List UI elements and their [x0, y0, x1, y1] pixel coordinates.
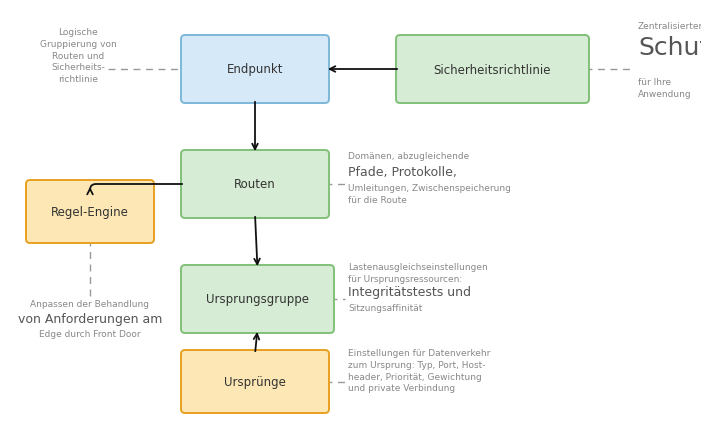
Text: Schutz: Schutz [638, 36, 701, 60]
Text: Edge durch Front Door: Edge durch Front Door [39, 329, 141, 338]
Text: Integritätstests und: Integritätstests und [348, 286, 471, 298]
Text: Routen: Routen [234, 178, 276, 191]
FancyBboxPatch shape [181, 150, 329, 218]
FancyBboxPatch shape [181, 350, 329, 413]
Text: Sitzungsaffinität: Sitzungsaffinität [348, 303, 423, 312]
Text: Regel-Engine: Regel-Engine [51, 206, 129, 218]
Text: Ursprungsgruppe: Ursprungsgruppe [206, 293, 309, 306]
Text: Logische
Gruppierung von
Routen und
Sicherheits-
richtlinie: Logische Gruppierung von Routen und Sich… [40, 28, 116, 84]
Text: für Ihre
Anwendung: für Ihre Anwendung [638, 78, 692, 98]
Text: Endpunkt: Endpunkt [226, 63, 283, 76]
FancyBboxPatch shape [396, 36, 589, 104]
Text: Pfade, Protokolle,: Pfade, Protokolle, [348, 166, 457, 178]
Text: Anpassen der Behandlung: Anpassen der Behandlung [31, 299, 149, 308]
Text: Umleitungen, Zwischenspeicherung
für die Route: Umleitungen, Zwischenspeicherung für die… [348, 184, 511, 204]
FancyBboxPatch shape [181, 265, 334, 333]
FancyBboxPatch shape [181, 36, 329, 104]
Text: Einstellungen für Datenverkehr
zum Ursprung: Typ, Port, Host-
header, Priorität,: Einstellungen für Datenverkehr zum Urspr… [348, 348, 491, 393]
Text: Zentralisierter: Zentralisierter [638, 22, 701, 31]
Text: Ursprünge: Ursprünge [224, 375, 286, 388]
FancyBboxPatch shape [26, 181, 154, 243]
Text: Sicherheitsrichtlinie: Sicherheitsrichtlinie [434, 63, 551, 76]
Text: von Anforderungen am: von Anforderungen am [18, 312, 162, 325]
Text: Lastenausgleichseinstellungen
für Ursprungsressourcen:: Lastenausgleichseinstellungen für Urspru… [348, 262, 488, 283]
Text: Domänen, abzugleichende: Domänen, abzugleichende [348, 152, 469, 161]
